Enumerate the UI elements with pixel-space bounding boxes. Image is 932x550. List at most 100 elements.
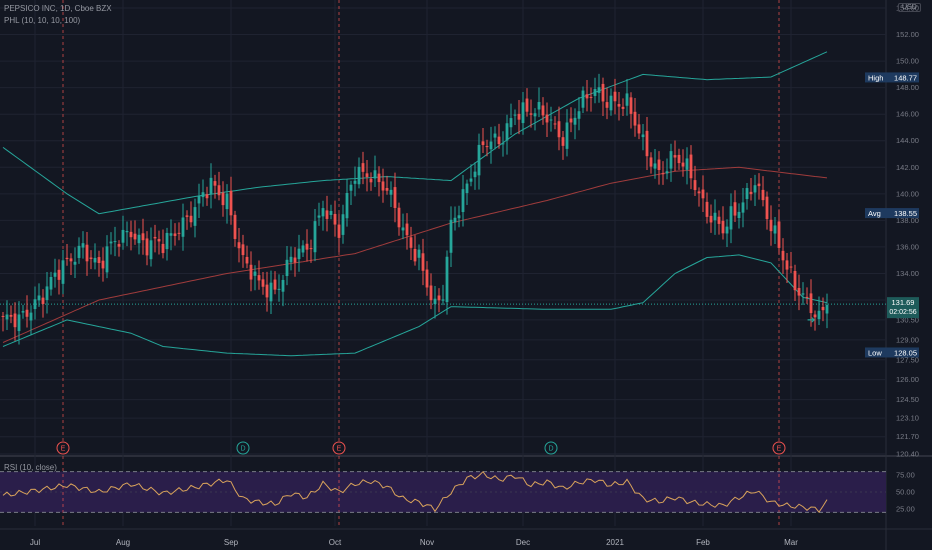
candle-body: [41, 297, 45, 304]
candle-body: [625, 93, 629, 106]
candle-body: [445, 256, 449, 303]
candle-body: [341, 214, 345, 235]
candle-body: [645, 130, 649, 157]
candle-body: [481, 141, 485, 146]
candle-body: [613, 91, 617, 102]
event-marker-E[interactable]: E: [332, 441, 346, 455]
candle-body: [765, 196, 769, 219]
candle-body: [165, 232, 169, 250]
candle-body: [25, 309, 29, 317]
candle-body: [517, 113, 521, 120]
candle-body: [681, 162, 685, 167]
candle-body: [309, 248, 313, 250]
candle-body: [129, 231, 133, 238]
candle-body: [305, 243, 309, 250]
candle-body: [769, 219, 773, 232]
candle-body: [397, 207, 401, 228]
last-price-bg: [887, 297, 919, 319]
candle-body: [57, 269, 61, 280]
event-lines: [62, 0, 780, 526]
candle-body: [21, 311, 25, 313]
candle-body: [5, 314, 9, 320]
candle-body: [285, 259, 289, 277]
price-tick-label: 129.00: [896, 335, 919, 344]
candle-body: [737, 211, 741, 219]
candle-body: [757, 183, 761, 187]
rsi-series-line: [2, 470, 828, 514]
candle-body: [433, 298, 437, 305]
candle-body: [505, 123, 509, 141]
currency-badge[interactable]: USD: [898, 3, 921, 12]
event-marker-D[interactable]: D: [544, 441, 558, 455]
rsi-tick-label: 25.00: [896, 505, 915, 514]
candle-body: [245, 256, 249, 264]
candle-body: [133, 233, 137, 240]
candle-body: [809, 293, 813, 314]
event-circle: [332, 441, 346, 455]
time-tick-label: Feb: [696, 538, 710, 547]
candle-body: [401, 227, 405, 231]
candle-body: [185, 215, 189, 217]
candle-body: [761, 189, 765, 201]
candle-body: [597, 87, 601, 93]
candle-body: [493, 133, 497, 138]
candle-body: [673, 155, 677, 158]
event-label: E: [337, 446, 342, 453]
arrow-marker: ➔: [807, 315, 815, 326]
candle-body: [557, 121, 561, 138]
candle-body: [485, 146, 489, 148]
candle-body: [221, 192, 225, 206]
candle-body: [253, 271, 257, 276]
candle-body: [545, 114, 549, 123]
event-label: E: [777, 446, 782, 453]
price-tick-label: 146.00: [896, 110, 919, 119]
candle-body: [749, 191, 753, 195]
event-circle: [772, 441, 786, 455]
candle-body: [225, 193, 229, 210]
candle-body: [209, 177, 213, 195]
candle-body: [585, 94, 589, 99]
candle-body: [657, 159, 661, 171]
candle-body: [701, 189, 705, 199]
indicator-legend[interactable]: PHL (10, 10, 10, 100): [4, 16, 81, 25]
candle-body: [781, 250, 785, 261]
candle-body: [277, 288, 281, 290]
candle-body: [581, 90, 585, 108]
candle-body: [441, 299, 445, 301]
time-tick-label: Oct: [329, 538, 342, 547]
symbol-title[interactable]: PEPSICO INC, 1D, Cboe BZX: [4, 4, 112, 13]
candle-body: [685, 158, 689, 170]
candle-body: [137, 234, 141, 244]
rsi-legend[interactable]: RSI (10, close): [4, 463, 57, 472]
candle-body: [349, 184, 353, 191]
candle-body: [413, 248, 417, 262]
event-marker-E[interactable]: E: [56, 441, 70, 455]
event-marker-E[interactable]: E: [772, 441, 786, 455]
event-marker-D[interactable]: D: [236, 441, 250, 455]
candle-body: [105, 246, 109, 273]
candle-body: [477, 144, 481, 176]
candle-body: [633, 111, 637, 126]
candle-body: [113, 241, 117, 243]
candle-body: [81, 243, 85, 248]
avg-tag-bg: [865, 208, 919, 219]
candle-body: [321, 208, 325, 217]
candle-body: [201, 192, 205, 198]
event-markers[interactable]: E D E D E ➔: [56, 315, 815, 455]
candle-body: [461, 189, 465, 213]
candle-body: [289, 256, 293, 263]
candle-body: [61, 260, 65, 284]
candle-body: [549, 119, 553, 121]
candle-body: [537, 102, 541, 110]
low-tag: Low 128.05: [865, 347, 919, 358]
candle-body: [553, 123, 557, 125]
time-axis: Jul Aug Sep Oct Nov Dec 2021 Feb Mar: [30, 538, 798, 547]
candle-body: [705, 201, 709, 217]
price-axis: 154.00 152.00 150.00 148.00 146.00 144.00 142.…: [865, 4, 919, 514]
price-tick-label: 138.00: [896, 216, 919, 225]
price-tick-label: 136.00: [896, 242, 919, 251]
candle-body: [457, 215, 461, 219]
candle-body: [369, 178, 373, 183]
candle-body: [609, 95, 613, 111]
